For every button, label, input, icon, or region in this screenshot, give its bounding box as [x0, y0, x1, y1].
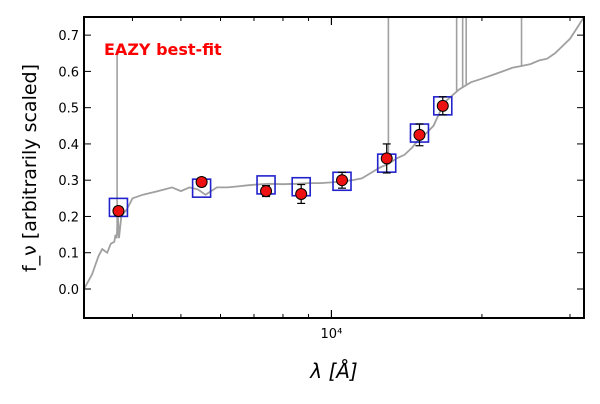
y-tick-label: 0.7	[58, 29, 79, 44]
observed-flux-point	[380, 152, 393, 165]
y-tick-label: 0.4	[58, 138, 79, 153]
y-tick-label: 0.2	[58, 210, 79, 225]
x-axis-label: λ [Å]	[309, 359, 357, 383]
plot-frame	[83, 16, 585, 319]
y-tick-label: 0.0	[58, 283, 79, 298]
observed-flux-point	[436, 99, 449, 112]
y-tick-label: 0.1	[58, 247, 79, 262]
observed-flux-point	[260, 185, 273, 198]
annotation-label: EAZY best-fit	[104, 40, 222, 59]
observed-flux-point	[195, 176, 208, 189]
observed-flux-point	[336, 174, 349, 187]
observed-flux-point	[112, 205, 125, 218]
y-tick-label: 0.6	[58, 65, 79, 80]
x-tick-label: 10⁴	[321, 327, 343, 342]
observed-flux-point	[413, 128, 426, 141]
y-axis-label: f_ν [arbitrarily scaled]	[19, 64, 41, 272]
template-spectrum-line	[83, 16, 585, 290]
observed-flux-point	[295, 187, 308, 200]
y-tick-label: 0.3	[58, 174, 79, 189]
y-tick-label: 0.5	[58, 102, 79, 117]
